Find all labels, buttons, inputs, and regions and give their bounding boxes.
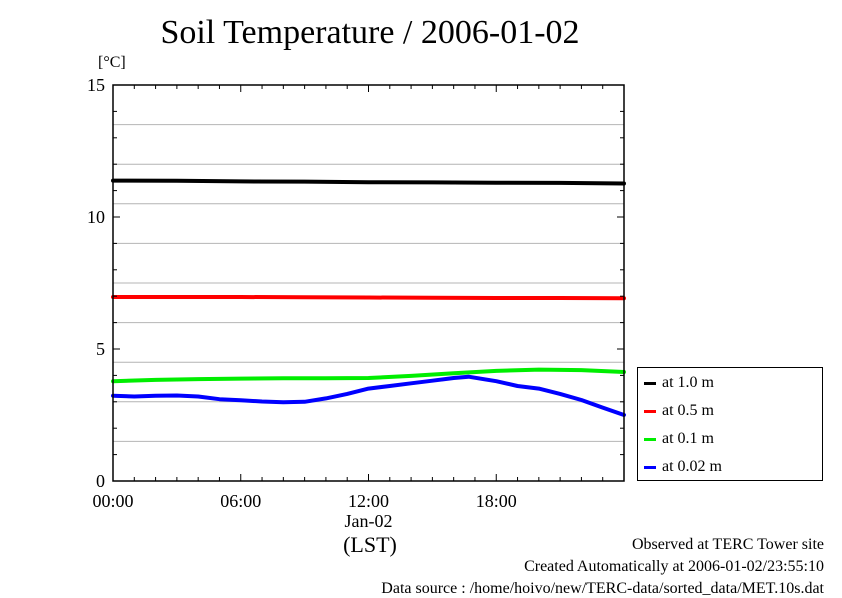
x-date-label: Jan-02 [345, 511, 393, 531]
series-line-3 [111, 367, 626, 384]
legend-item-0-1m: at 0.1 m [644, 430, 714, 450]
y-tick-label: 10 [87, 207, 105, 227]
x-tick-label: 12:00 [348, 491, 389, 511]
series-line-4 [111, 374, 626, 417]
x-tick-label: 06:00 [220, 491, 261, 511]
x-axis-label: (LST) [343, 532, 397, 557]
created-note: Created Automatically at 2006-01-02/23:5… [524, 558, 824, 575]
legend-swatch [644, 465, 656, 469]
chart-title: Soil Temperature / 2006-01-02 [160, 14, 580, 51]
series-lines [111, 178, 626, 417]
series-line-2 [111, 295, 626, 301]
legend-label: at 0.02 m [662, 458, 722, 475]
legend-swatch [644, 409, 656, 413]
legend-label: at 1.0 m [662, 374, 714, 391]
series-line-1 [111, 178, 626, 186]
legend-label: at 0.1 m [662, 430, 714, 447]
legend-item-1-0m: at 1.0 m [644, 374, 714, 394]
legend-item-0-02m: at 0.02 m [644, 458, 722, 478]
legend-label: at 0.5 m [662, 402, 714, 419]
y-tick-label: 5 [96, 339, 105, 359]
observed-note: Observed at TERC Tower site [631, 536, 824, 553]
legend-swatch [644, 381, 656, 385]
y-tick-label: 15 [87, 75, 105, 95]
y-tick-label: 0 [96, 471, 105, 491]
data-source-note: Data source : /home/hoivo/new/TERC-data/… [381, 580, 824, 597]
legend-swatch [644, 437, 656, 441]
x-tick-label: 18:00 [476, 491, 517, 511]
grid-lines [113, 124, 624, 442]
legend: at 1.0 m at 0.5 m at 0.1 m at 0.02 m [637, 367, 823, 481]
axis-tick-labels: 0 5 10 15 00:00 06:00 12:00 18:00 Jan-02 [87, 75, 517, 531]
y-axis-unit: [°C] [98, 54, 126, 71]
legend-item-0-5m: at 0.5 m [644, 402, 714, 422]
axis-ticks [112, 84, 625, 482]
x-tick-label: 00:00 [92, 491, 133, 511]
